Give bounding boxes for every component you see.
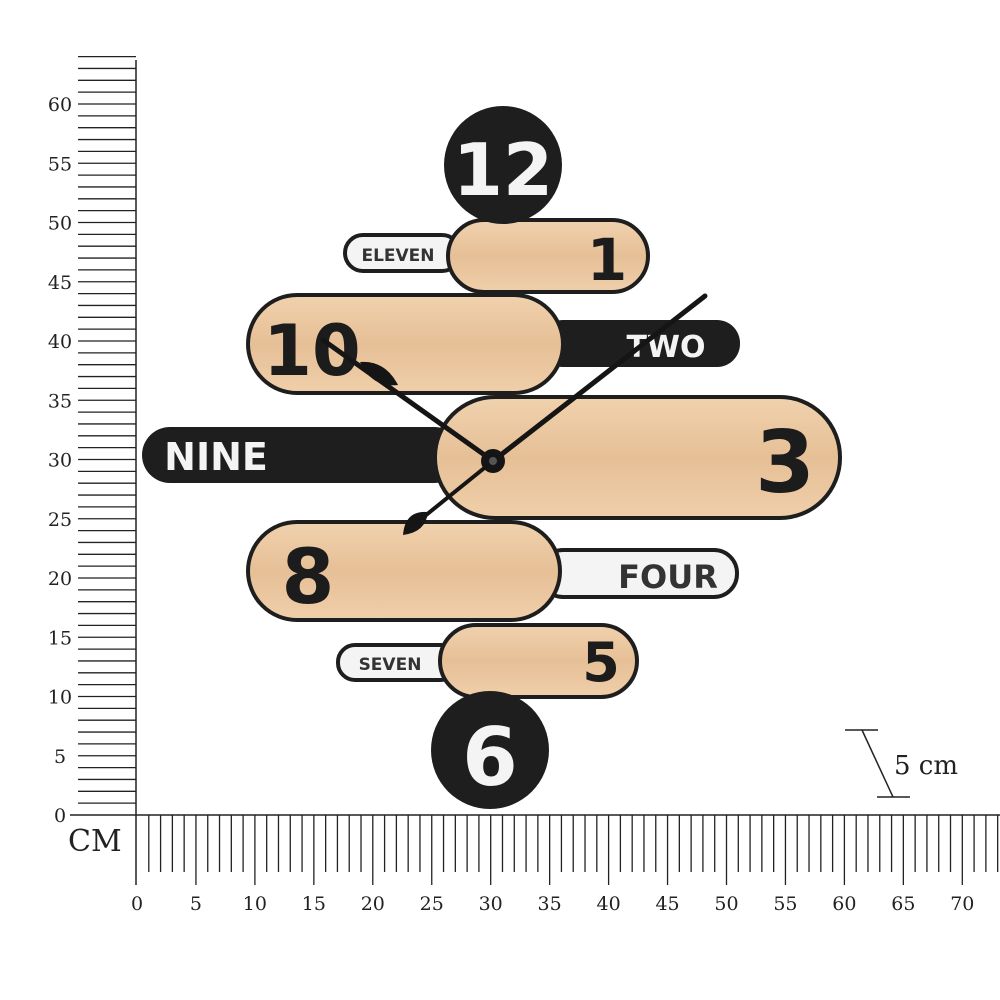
unit-label: CM [68,824,122,859]
seven-label: SEVEN [359,655,422,675]
horizontal-tick-label: 45 [655,893,679,915]
minute-hand [490,293,708,464]
eight-plate [246,520,562,622]
vertical-tick-label: 55 [48,153,72,175]
one-label: 1 [587,226,627,294]
three-label: 3 [755,413,815,513]
horizontal-tick-label: 20 [361,893,385,915]
horizontal-tick-label: 30 [479,893,503,915]
nine-label: NINE [164,435,268,479]
horizontal-tick-label: 0 [131,893,143,915]
six-plate [431,691,549,809]
horizontal-tick-label: 70 [950,893,974,915]
scale-marker: 5 cm [845,729,958,798]
horizontal-tick-label: 60 [832,893,856,915]
vertical-tick-label: 20 [48,568,72,590]
six-label: 6 [462,711,518,804]
one-plate [446,218,650,294]
horizontal-tick-label: 40 [597,893,621,915]
twelve-plate [444,106,562,224]
five-plate [438,623,639,699]
eleven-label: ELEVEN [361,246,434,266]
nine-plate [142,427,462,483]
vertical-tick-label: 15 [48,627,72,649]
vertical-tick-label: 45 [48,272,72,294]
vertical-tick-label: 10 [48,687,72,709]
horizontal-tick-label: 15 [302,893,326,915]
vertical-tick-label: 50 [48,213,72,235]
vertical-tick-label: 30 [48,450,72,472]
ten-label: 10 [263,310,360,392]
wall-clock: ELEVEN TWO NINE FOUR SEVEN 1 10 3 8 5 12… [142,106,842,809]
horizontal-tick-label: 25 [420,893,444,915]
vertical-tick-label: 35 [48,390,72,412]
scale-marker-label: 5 cm [894,751,958,781]
horizontal-tick-label: 10 [243,893,267,915]
eight-label: 8 [282,532,335,621]
four-label: FOUR [618,558,718,596]
hour-hand [320,337,496,464]
vertical-tick-label: 0 [54,805,66,827]
vertical-tick-label: 60 [48,94,72,116]
horizontal-tick-label: 50 [714,893,738,915]
horizontal-tick-label: 5 [190,893,202,915]
clock-hands [320,293,708,535]
ten-plate [246,293,565,395]
horizontal-tick-label: 65 [891,893,915,915]
vertical-tick-label: 40 [48,331,72,353]
five-label: 5 [582,631,620,694]
vertical-tick-label: 25 [48,509,72,531]
twelve-label: 12 [453,128,553,212]
vertical-tick-label: 5 [54,746,66,768]
horizontal-tick-label: 55 [773,893,797,915]
horizontal-tick-label: 35 [538,893,562,915]
